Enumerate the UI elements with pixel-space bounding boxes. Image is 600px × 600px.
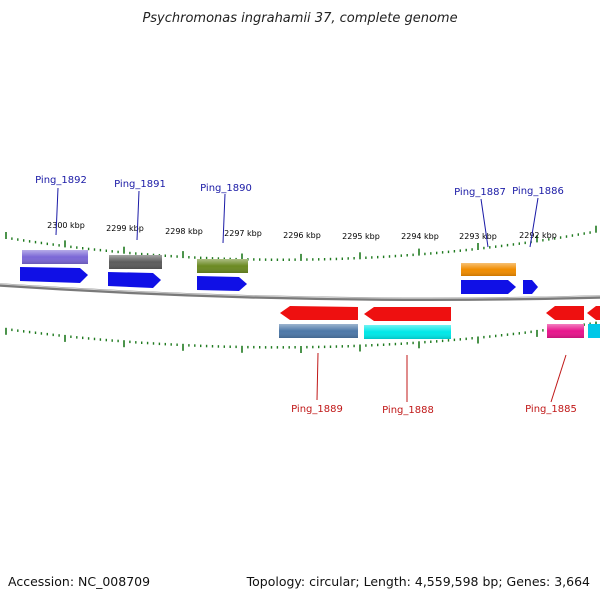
tick-label: 2297 kbp [224, 229, 262, 238]
cds-track-reverse [280, 306, 600, 321]
leader-line [316, 352, 319, 401]
tick-label: 2294 kbp [401, 232, 439, 241]
tick-label: 2295 kbp [342, 232, 380, 241]
tick-label: 2293 kbp [459, 232, 497, 241]
cds-ping-1888[interactable] [364, 307, 451, 321]
cds-ping-1887[interactable] [461, 280, 516, 294]
tick-label: 2300 kbp [47, 221, 85, 230]
gene-label-ping-1886[interactable]: Ping_1886 [512, 186, 564, 197]
genome-backbone-highlight [0, 283, 600, 299]
feature-partial-edge[interactable] [588, 324, 600, 338]
tick-label: 2296 kbp [283, 231, 321, 240]
gene-label-ping-1892[interactable]: Ping_1892 [35, 175, 87, 186]
genome-backbone [0, 283, 600, 302]
label-leaders-forward [55, 187, 539, 248]
leader-line [550, 354, 567, 403]
cds-ping-1885[interactable] [546, 306, 584, 320]
feature-highlight [279, 324, 358, 338]
feature-highlight [22, 250, 88, 264]
feature-highlight [109, 255, 162, 269]
cds-ping-1886[interactable] [523, 280, 538, 294]
feature-track-reverse [279, 324, 600, 339]
leader-line [529, 197, 539, 248]
feature-highlight [197, 259, 248, 273]
gene-labels-forward: Ping_1892 Ping_1891 Ping_1890 Ping_1887 … [35, 175, 564, 198]
label-leaders-reverse [316, 352, 567, 403]
feature-highlight [547, 324, 584, 338]
gene-label-ping-1891[interactable]: Ping_1891 [114, 179, 166, 190]
gene-labels-reverse: Ping_1889 Ping_1888 Ping_1885 [291, 404, 577, 416]
leader-line [222, 193, 226, 244]
leader-line [480, 198, 489, 248]
leader-line [55, 187, 59, 236]
scale-labels: 2300 kbp 2299 kbp 2298 kbp 2297 kbp 2296… [47, 221, 557, 241]
accession-text: Accession: NC_008709 [8, 574, 150, 589]
cds-partial-edge[interactable] [587, 306, 600, 320]
map-title: Psychromonas ingrahamii 37, complete gen… [142, 11, 457, 26]
tick-label: 2292 kbp [519, 231, 557, 240]
cds-ping-1892[interactable] [20, 267, 88, 283]
feature-track-forward [22, 250, 516, 276]
cds-ping-1890[interactable] [197, 276, 247, 291]
cds-ping-1889[interactable] [280, 306, 358, 320]
gene-label-ping-1890[interactable]: Ping_1890 [200, 183, 252, 194]
genome-summary-text: Topology: circular; Length: 4,559,598 bp… [246, 574, 590, 589]
gene-label-ping-1885[interactable]: Ping_1885 [525, 404, 577, 415]
cds-track-forward [20, 267, 538, 294]
cds-ping-1891[interactable] [108, 272, 161, 288]
tick-label: 2299 kbp [106, 224, 144, 233]
gene-label-ping-1889[interactable]: Ping_1889 [291, 404, 343, 415]
gene-label-ping-1887[interactable]: Ping_1887 [454, 187, 506, 198]
leader-line [136, 190, 140, 241]
feature-highlight [461, 263, 516, 276]
gene-label-ping-1888[interactable]: Ping_1888 [382, 405, 434, 416]
tick-label: 2298 kbp [165, 227, 203, 236]
feature-highlight [364, 325, 451, 339]
